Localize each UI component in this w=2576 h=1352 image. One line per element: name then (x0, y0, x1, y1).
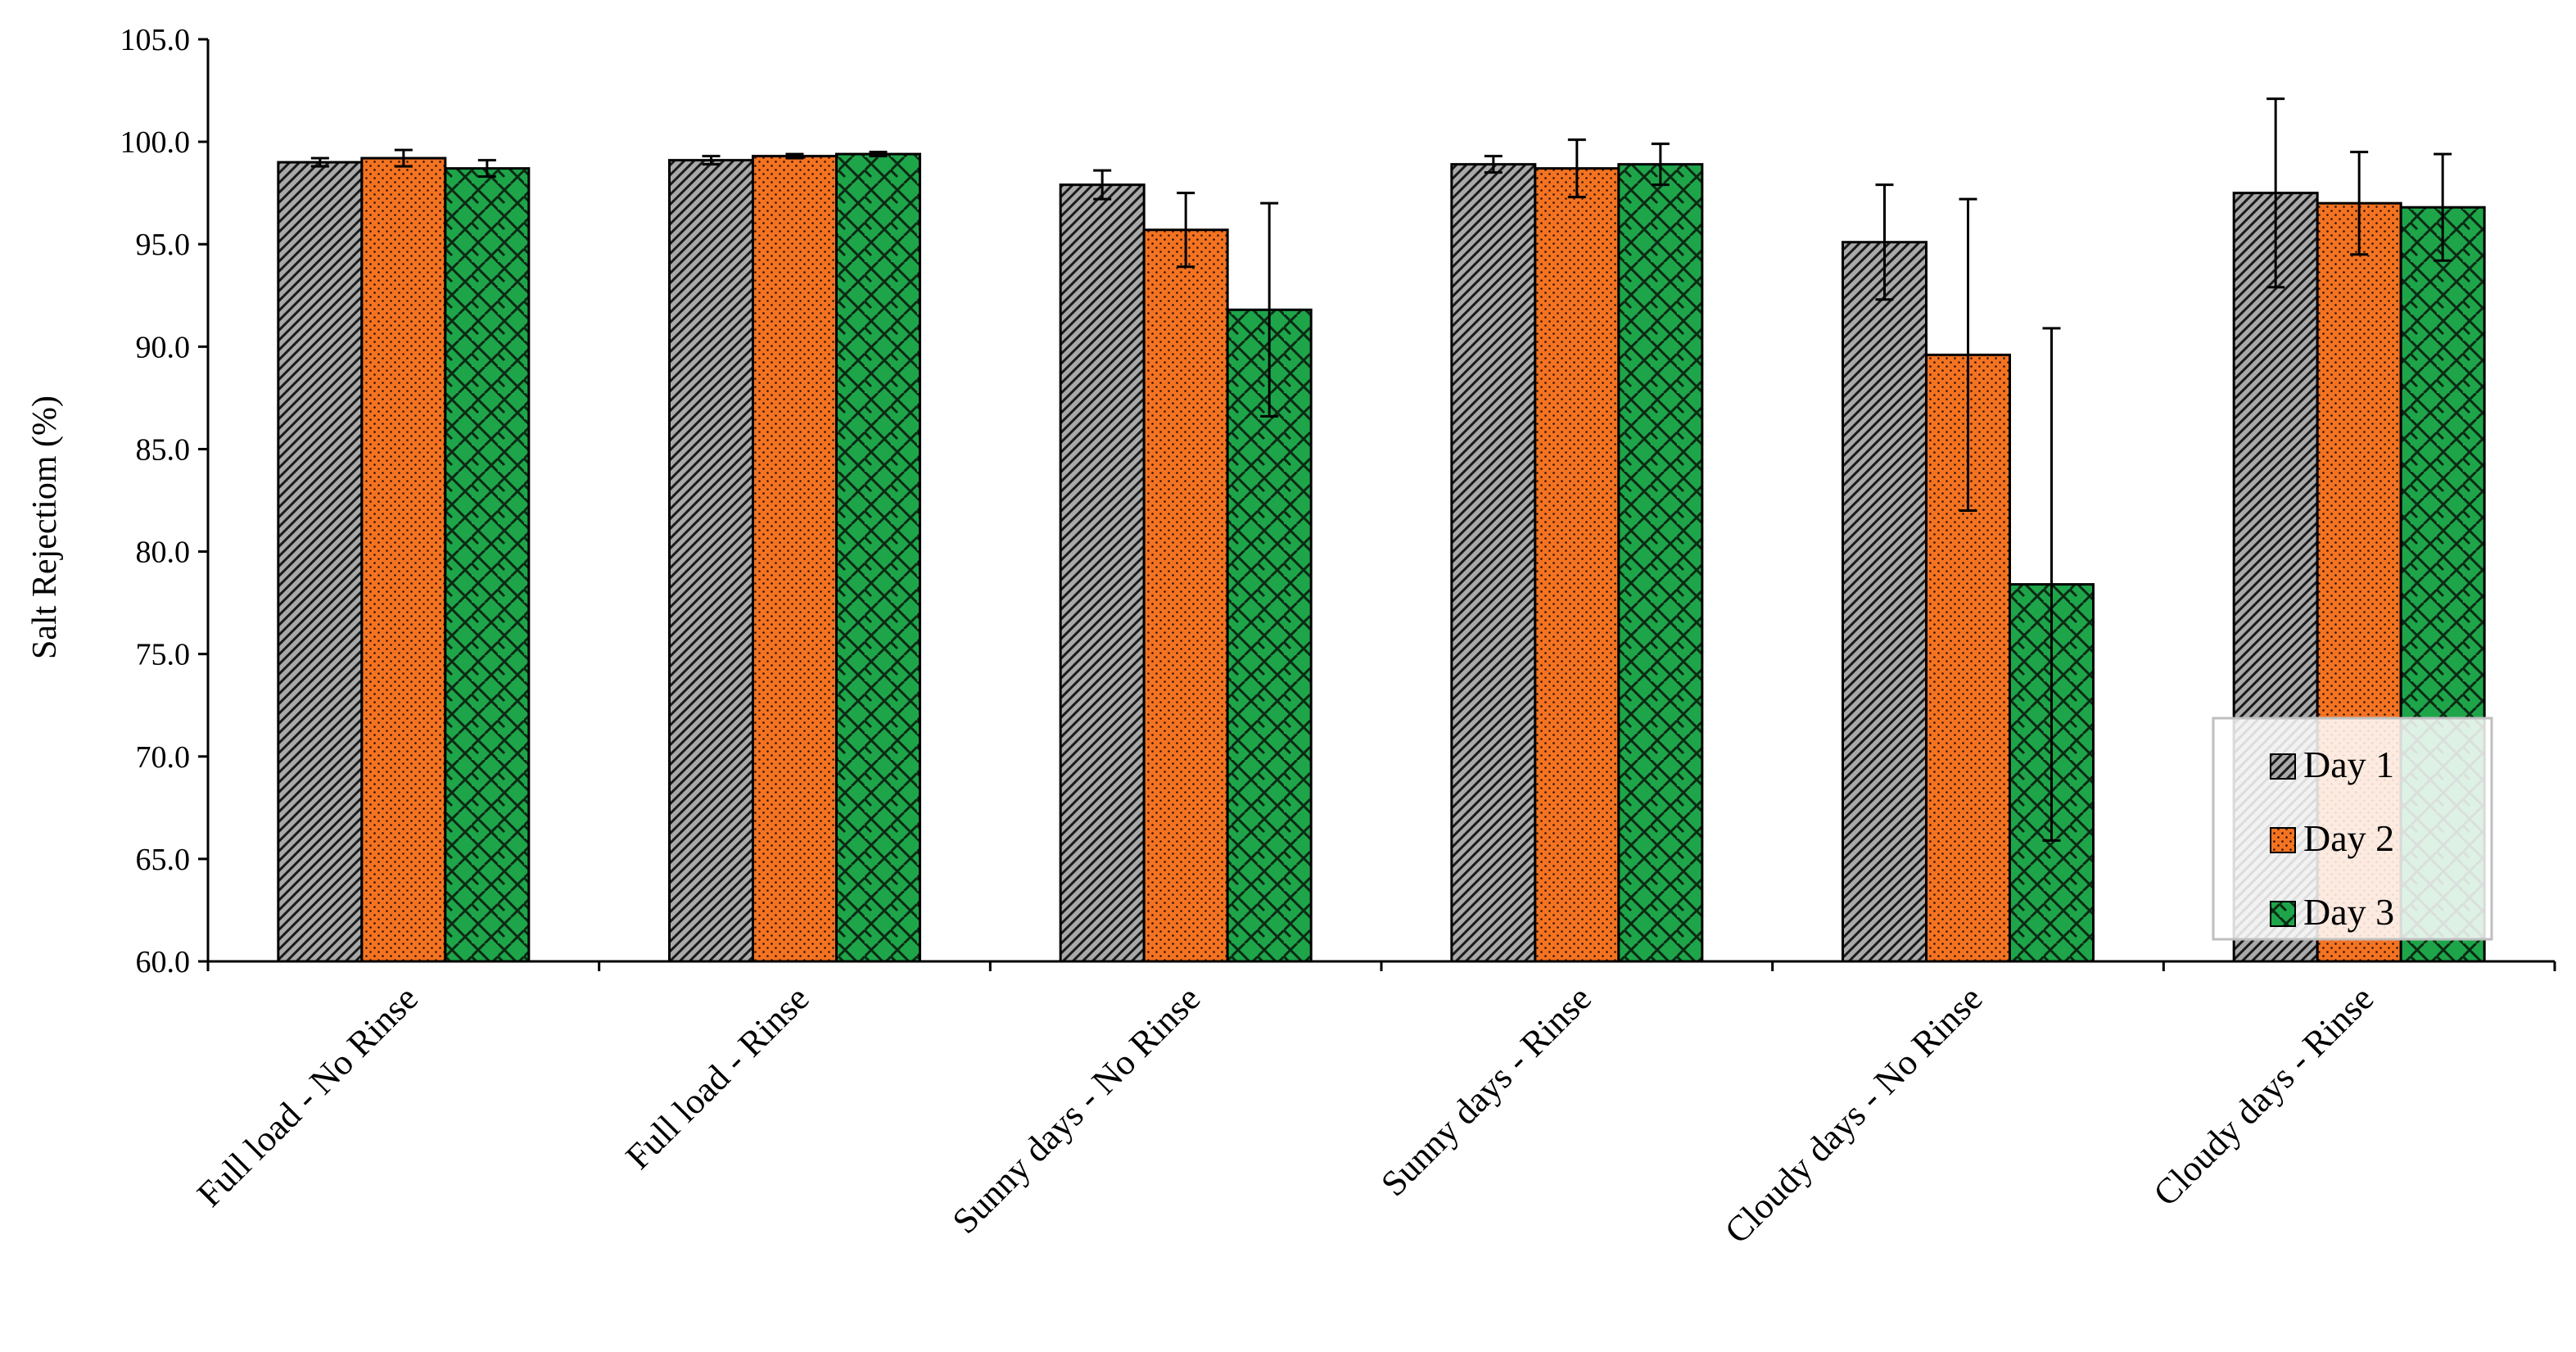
bar-full-load-no-rinse-day3 (444, 167, 531, 963)
bar-sunny-days-rinse-day3 (1617, 163, 1704, 963)
y-tick-label: 105.0 (120, 23, 191, 57)
bar-sunny-days-rinse-day2 (1534, 167, 1620, 963)
legend-swatch-day2 (2270, 827, 2296, 853)
error-bar (2266, 97, 2285, 289)
legend-swatch-day3 (2270, 901, 2296, 927)
y-tick-label: 95.0 (136, 228, 191, 262)
bar-sunny-days-no-rinse-day2 (1142, 228, 1229, 963)
y-tick-label: 100.0 (120, 125, 191, 160)
bar-sunny-days-no-rinse-day3 (1226, 308, 1313, 963)
y-tick-label: 65.0 (136, 843, 191, 877)
bar-full-load-no-rinse-day2 (360, 156, 447, 963)
error-bar (1959, 197, 1977, 513)
legend: Day 1 Day 2 Day 3 (2212, 717, 2493, 941)
y-tick-label: 80.0 (136, 536, 191, 570)
legend-label-day1: Day 1 (2303, 744, 2394, 785)
error-bar (2042, 327, 2061, 842)
x-category-label: Cloudy days - No Rinse (1717, 978, 1991, 1251)
x-category-label: Full load - Rinse (618, 978, 817, 1177)
y-tick-label: 75.0 (136, 638, 191, 672)
x-category-label: Cloudy days - Rinse (2145, 978, 2381, 1214)
error-bar (1651, 142, 1670, 187)
error-bar (394, 148, 413, 168)
bar-full-load-rinse-day3 (835, 152, 921, 963)
legend-label-day2: Day 2 (2303, 817, 2394, 859)
y-tick-label: 70.0 (136, 740, 191, 775)
error-bar (477, 159, 496, 179)
bar-cloudy-days-no-rinse-day1 (1842, 241, 1927, 963)
x-category-label: Sunny days - No Rinse (945, 978, 1209, 1241)
legend-label-day3: Day 3 (2303, 891, 2394, 933)
error-bar (2350, 151, 2369, 256)
error-bar (785, 152, 804, 160)
bar-sunny-days-no-rinse-day1 (1059, 183, 1146, 963)
error-bar (1260, 201, 1279, 418)
x-category-label: Sunny days - Rinse (1373, 978, 1599, 1204)
error-bar (702, 155, 721, 166)
bar-full-load-rinse-day1 (668, 159, 754, 963)
bar-full-load-rinse-day2 (752, 155, 838, 963)
y-tick-label: 90.0 (136, 330, 191, 364)
error-bar (310, 156, 329, 168)
error-bar (1177, 192, 1195, 269)
error-bar (1484, 155, 1503, 174)
bar-full-load-no-rinse-day1 (277, 161, 364, 963)
error-bar (1093, 169, 1112, 201)
y-tick-label: 85.0 (136, 432, 191, 467)
error-bar (1567, 138, 1586, 199)
legend-box (2212, 717, 2493, 941)
error-bar (1875, 183, 1894, 301)
x-category-label: Full load - No Rinse (189, 978, 426, 1214)
error-bar (2434, 152, 2452, 262)
error-bar (869, 151, 888, 158)
legend-swatch-day1 (2270, 753, 2296, 780)
y-axis-title: Salt Rejectiom (%) (26, 396, 64, 659)
y-tick-label: 60.0 (136, 945, 191, 979)
bar-sunny-days-rinse-day1 (1450, 163, 1537, 963)
